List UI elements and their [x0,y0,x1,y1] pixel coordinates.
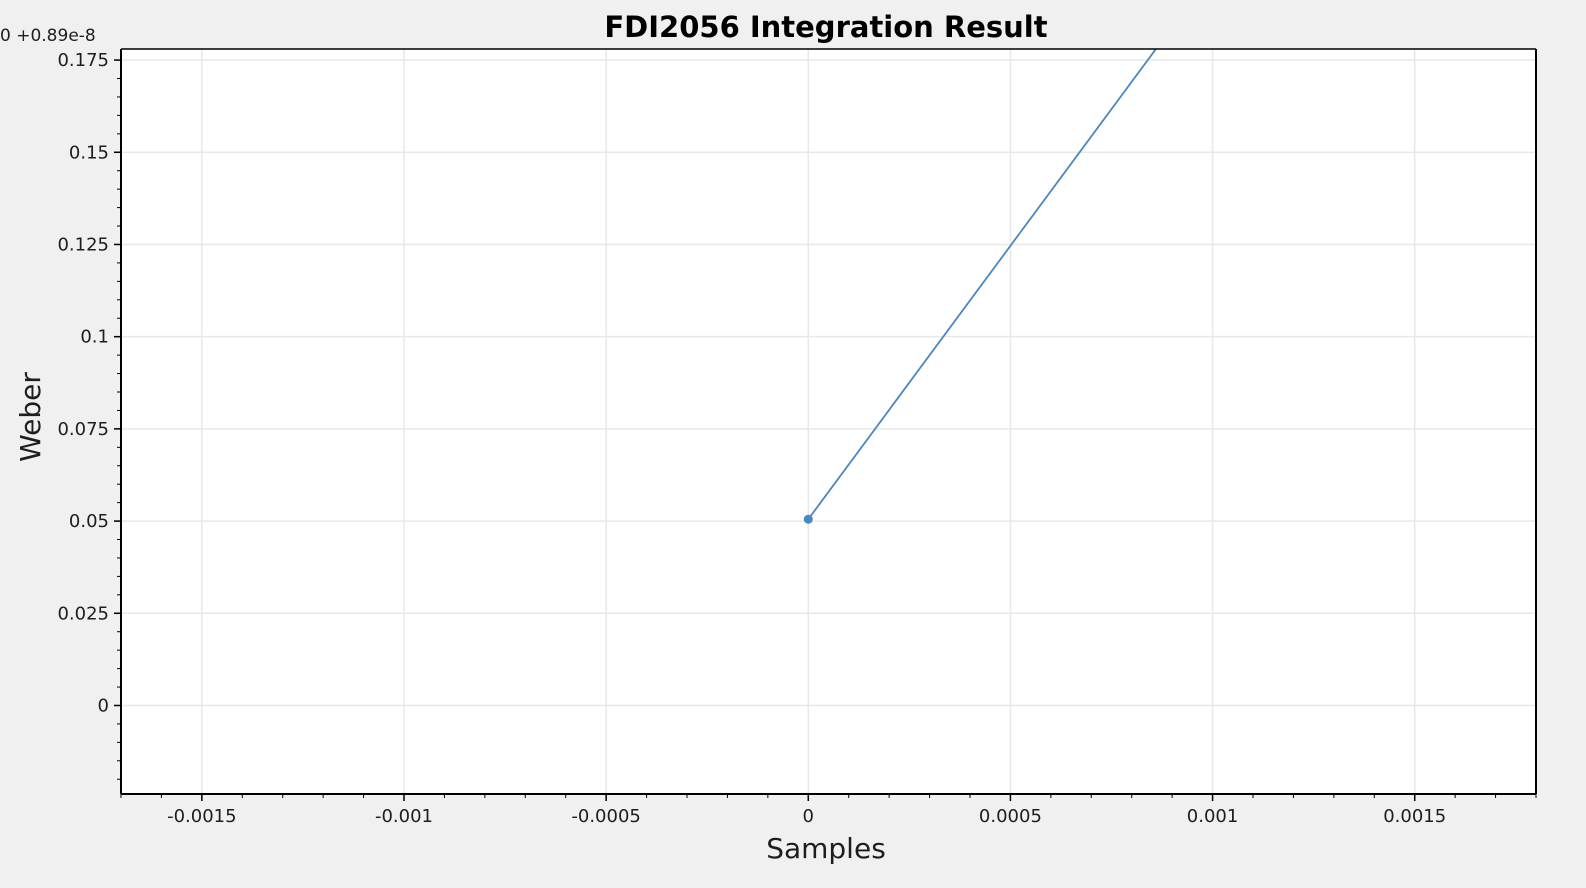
y-tick-label: 0.175 [57,50,109,71]
series-line [807,49,1158,520]
y-tick-label: 0.1 [80,327,109,348]
y-tick-label: 0 [98,695,109,716]
x-tick-label: -0.001 [375,806,433,827]
y-tick-label: 0.075 [57,419,109,440]
axes [120,48,1537,795]
x-tick-label: 0.0005 [979,806,1042,827]
data-point [803,514,813,524]
x-tick-label: 0.001 [1187,806,1239,827]
ticks [114,59,1537,801]
series-layer [803,49,1158,524]
x-tick-label: -0.0005 [571,806,640,827]
x-axis-label: Samples [766,832,886,865]
y-axis-label: Weber [14,372,47,462]
grid-lines [121,49,1536,794]
chart-title: FDI2056 Integration Result [604,10,1047,44]
x-tick-label: 0.0015 [1383,806,1446,827]
y-tick-label: 0.025 [57,603,109,624]
plot-area [121,49,1536,794]
x-tick-label: -0.0015 [167,806,236,827]
y-axis-offset-label: 0 +0.89e-8 [0,26,96,46]
y-tick-label: 0.15 [69,142,109,163]
y-tick-label: 0.125 [57,234,109,255]
y-tick-label: 0.05 [69,511,109,532]
tick-labels: -0.0015 -0.001 -0.0005 0 0.0005 0.001 0.0015 0 0… [57,50,1446,827]
x-tick-label: 0 [803,806,814,827]
